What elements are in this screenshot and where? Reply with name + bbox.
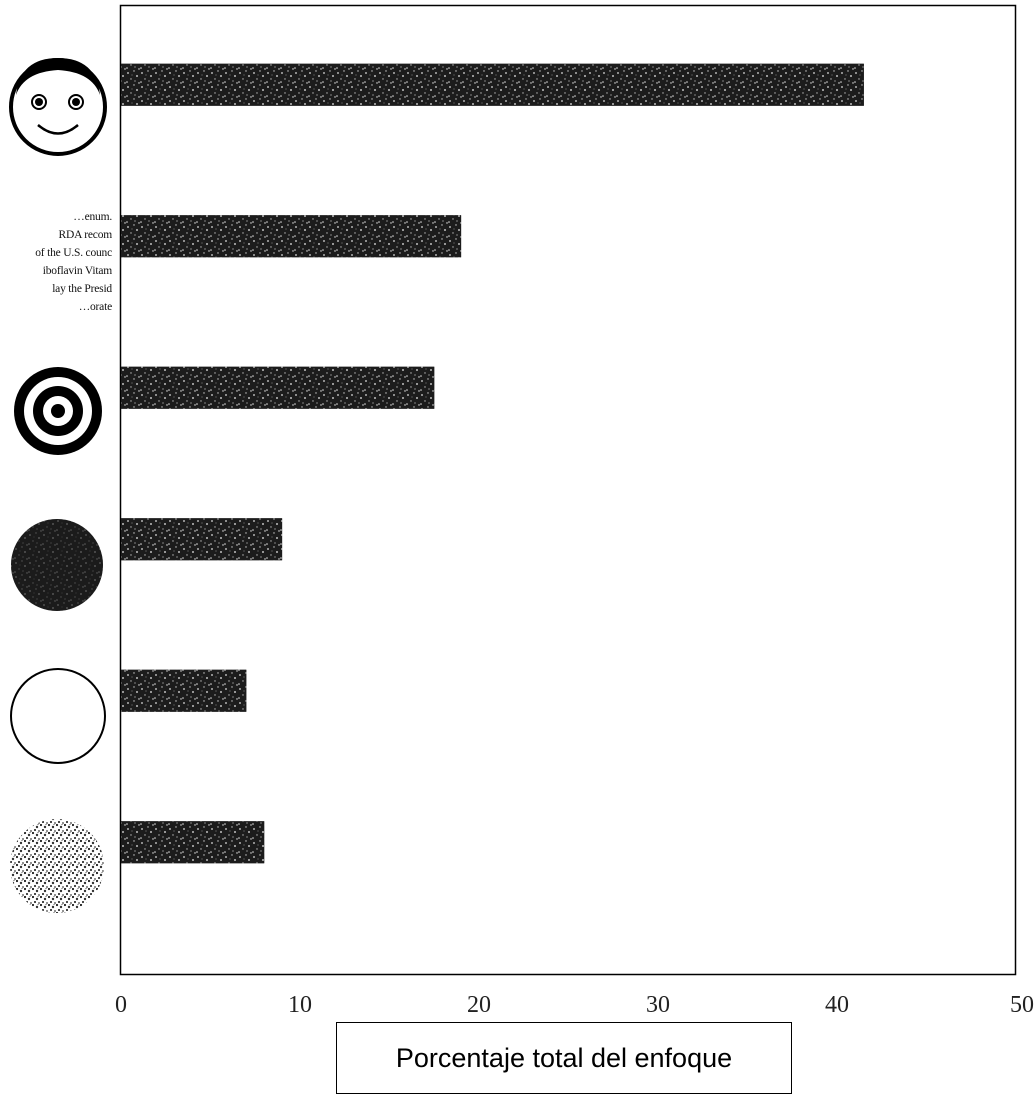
x-axis-title: Porcentaje total del enfoque xyxy=(336,1022,792,1094)
bar-texture-bullseye xyxy=(121,367,434,409)
bar-texture-empty-circle xyxy=(121,670,246,712)
bar-texture-speckled-circle xyxy=(121,821,264,863)
newsprint-line: lay the Presid xyxy=(0,280,112,298)
empty-circle-icon xyxy=(11,669,105,763)
speckled-circle-icon xyxy=(10,819,104,913)
newsprint-line: of the U.S. counc xyxy=(0,244,112,262)
smiley-face-icon xyxy=(11,58,105,154)
bar-texture-dark-filled-circle xyxy=(121,518,282,560)
bar-texture-smiley-face xyxy=(121,64,864,106)
newsprint-line: RDA recom xyxy=(0,226,112,244)
dark-filled-circle-icon xyxy=(11,519,103,611)
printed-text-icon: …enum. RDA recom of the U.S. counc ibofl… xyxy=(0,208,112,316)
bars-group xyxy=(121,64,864,864)
x-axis-title-text: Porcentaje total del enfoque xyxy=(396,1043,732,1074)
newsprint-line: …enum. xyxy=(0,208,112,226)
newsprint-line: iboflavin Vitam xyxy=(0,262,112,280)
x-tick-label: 20 xyxy=(467,992,491,1018)
x-tick-labels: 0 10 20 30 40 50 xyxy=(115,992,1034,1018)
newsprint-line: …orate xyxy=(0,298,112,316)
x-tick-label: 50 xyxy=(1010,992,1034,1018)
bullseye-icon xyxy=(14,367,102,455)
x-tick-label: 0 xyxy=(115,992,127,1018)
x-tick-label: 40 xyxy=(825,992,849,1018)
x-tick-label: 10 xyxy=(288,992,312,1018)
x-tick-label: 30 xyxy=(646,992,670,1018)
bar-texture-printed-text xyxy=(121,215,461,257)
